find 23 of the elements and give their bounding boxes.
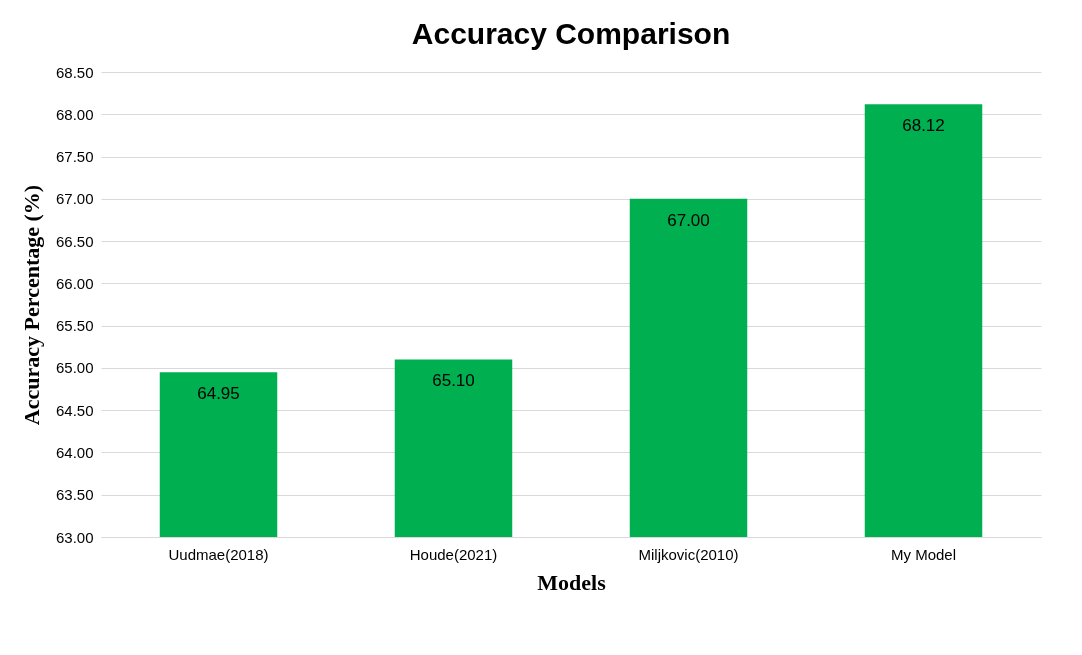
x-tick-label: Houde(2021) (409, 545, 498, 563)
y-tick-label: 63.50 (55, 486, 94, 504)
y-tick-label: 68.50 (55, 63, 94, 81)
data-label: 67.00 (667, 210, 710, 230)
y-tick-label: 64.50 (55, 401, 94, 419)
y-tick-label: 66.00 (55, 274, 94, 292)
y-tick-label: 65.50 (55, 317, 94, 335)
y-tick-label: 66.50 (55, 232, 94, 250)
data-label: 65.10 (432, 371, 475, 391)
x-axis-title: Models (537, 569, 607, 595)
y-tick-label: 63.00 (55, 528, 94, 546)
x-tick-label: My Model (890, 545, 957, 563)
y-tick-label: 64.00 (55, 443, 94, 461)
y-tick-label: 67.00 (55, 190, 94, 208)
y-tick-label: 68.00 (55, 105, 94, 123)
data-label: 64.95 (197, 384, 240, 404)
x-tick-label: Uudmae(2018) (168, 545, 269, 563)
y-tick-label: 67.50 (55, 148, 94, 166)
x-tick-label: Miljkovic(2010) (638, 545, 739, 563)
data-label: 68.12 (902, 116, 945, 136)
y-tick-label: 65.00 (55, 359, 94, 377)
y-axis-title: Accuracy Percentage (%) (18, 184, 44, 426)
chart-title: Accuracy Comparison (411, 17, 731, 50)
